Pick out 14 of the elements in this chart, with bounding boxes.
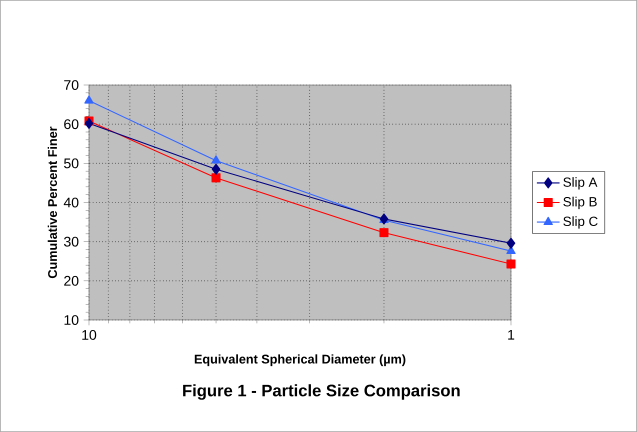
y-tick-label: 10: [64, 315, 78, 325]
y-tick-label: 40: [64, 198, 78, 208]
x-axis-title: Equivalent Spherical Diameter (µm): [194, 354, 406, 366]
legend-label: Slip C: [563, 216, 598, 229]
y-tick-label: 20: [64, 276, 78, 286]
y-tick-label: 30: [64, 236, 78, 247]
y-tick-label: 70: [64, 80, 78, 90]
legend-label: Slip A: [563, 177, 598, 190]
legend-label: Slip B: [563, 196, 597, 210]
caption: Figure 1 - Particle Size Comparison: [183, 384, 460, 400]
y-tick-label: 60: [64, 119, 78, 130]
x-tick-label: 1: [508, 330, 514, 340]
y-axis-title: Cumulative Percent Finer: [48, 126, 58, 278]
y-tick-label: 50: [64, 158, 78, 168]
